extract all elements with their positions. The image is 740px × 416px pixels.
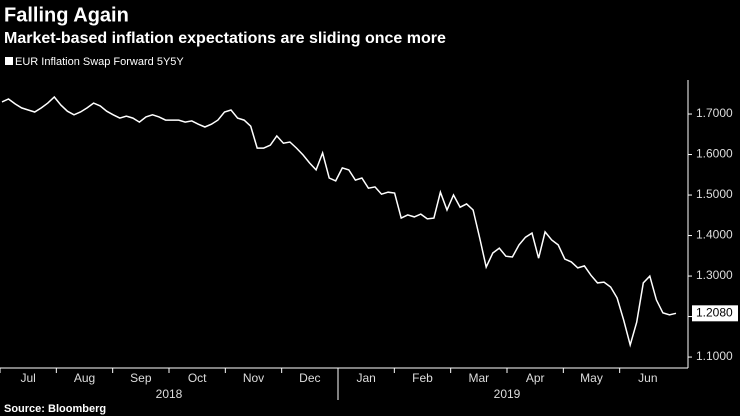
last-value-label: 1.2080 xyxy=(696,305,733,319)
last-value-box xyxy=(692,305,738,322)
x-tick-label: Jun xyxy=(638,371,657,385)
legend-swatch xyxy=(5,57,13,65)
x-tick-label: Dec xyxy=(299,371,320,385)
y-tick-label: 1.6000 xyxy=(696,147,733,161)
x-tick-label: Aug xyxy=(74,371,95,385)
x-tick-label: May xyxy=(580,371,603,385)
y-tick-label: 1.3000 xyxy=(696,268,733,282)
chart-subtitle: Market-based inflation expectations are … xyxy=(4,30,446,47)
y-tick-label: 1.1000 xyxy=(696,349,733,363)
x-tick-label: Jan xyxy=(356,371,375,385)
x-tick-label: Sep xyxy=(130,371,152,385)
series-line xyxy=(1,95,677,348)
x-tick-label: Oct xyxy=(188,371,207,385)
year-label: 2018 xyxy=(156,387,183,401)
x-tick-label: Jul xyxy=(20,371,35,385)
x-tick-label: Apr xyxy=(526,371,545,385)
x-tick-label: Mar xyxy=(468,371,489,385)
legend-label: EUR Inflation Swap Forward 5Y5Y xyxy=(15,56,184,68)
year-label: 2019 xyxy=(494,387,521,401)
x-tick-label: Nov xyxy=(243,371,264,385)
y-tick-label: 1.5000 xyxy=(696,187,733,201)
chart-title: Falling Again xyxy=(4,4,129,26)
x-tick-label: Feb xyxy=(412,371,433,385)
y-tick-label: 1.4000 xyxy=(696,228,733,242)
source: Source: Bloomberg xyxy=(4,403,106,415)
y-tick-label: 1.7000 xyxy=(696,106,733,120)
